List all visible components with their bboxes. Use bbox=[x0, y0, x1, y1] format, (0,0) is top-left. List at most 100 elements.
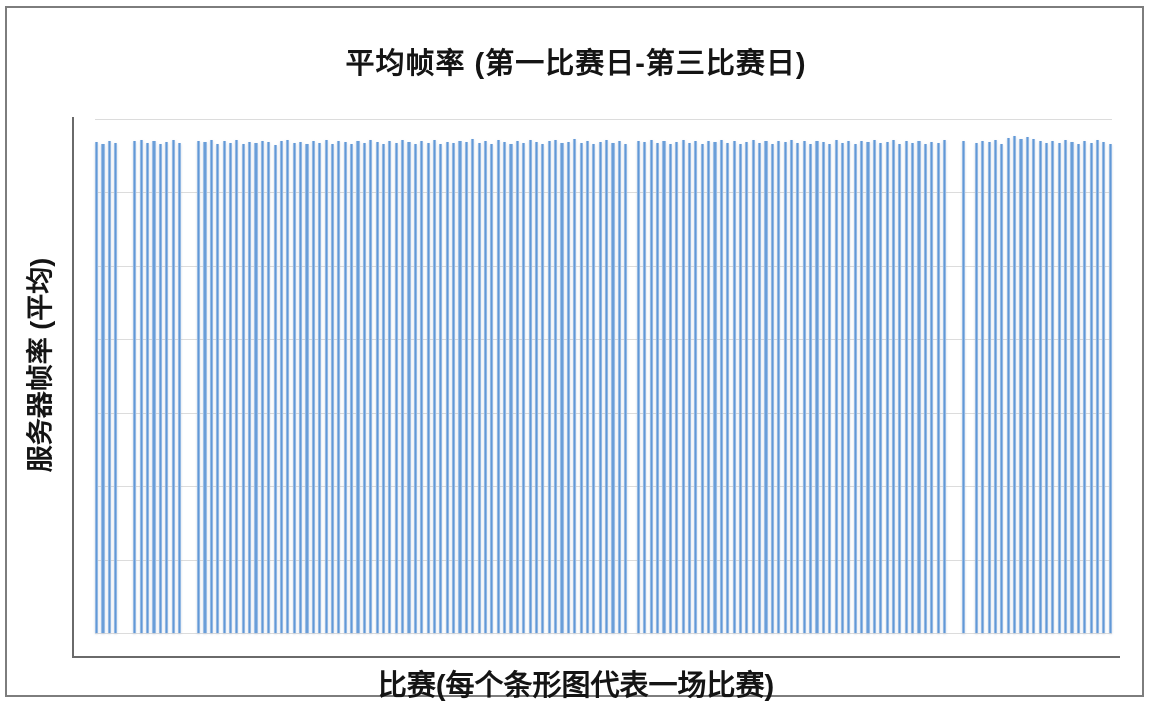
bar-slot bbox=[840, 119, 845, 633]
bar bbox=[694, 140, 698, 633]
bar bbox=[624, 143, 628, 633]
bar bbox=[107, 140, 111, 633]
bar-slot bbox=[496, 119, 500, 633]
x-axis-label: 比赛(每个条形图代表一场比赛) bbox=[377, 670, 775, 702]
bar-slot bbox=[388, 119, 392, 633]
bar-slot bbox=[732, 119, 736, 633]
bar-slot bbox=[407, 119, 411, 633]
bar-slot bbox=[528, 119, 532, 633]
bar bbox=[726, 143, 730, 633]
bar bbox=[942, 140, 947, 633]
bar bbox=[617, 141, 621, 633]
bar bbox=[171, 140, 175, 633]
gridline bbox=[95, 633, 1112, 634]
bar-slot-empty bbox=[949, 119, 952, 633]
bar bbox=[216, 143, 220, 633]
bar bbox=[464, 142, 468, 633]
bar bbox=[1000, 143, 1004, 633]
bars bbox=[95, 119, 1112, 633]
bar-slot bbox=[898, 119, 902, 633]
bar-slot bbox=[675, 119, 679, 633]
bar bbox=[687, 142, 692, 633]
bar-slot bbox=[318, 119, 322, 633]
bar-slot bbox=[394, 119, 398, 633]
bar-slot bbox=[560, 119, 564, 633]
bar bbox=[420, 140, 424, 633]
bar bbox=[522, 142, 526, 633]
bar-slot bbox=[299, 119, 303, 633]
bar-slot bbox=[834, 119, 838, 633]
bar bbox=[853, 143, 857, 633]
bar bbox=[279, 141, 284, 633]
bar bbox=[452, 143, 456, 633]
bar-slot bbox=[228, 119, 233, 633]
plot-area bbox=[95, 119, 1112, 634]
bar-slot bbox=[324, 119, 328, 633]
bar bbox=[636, 140, 641, 633]
bar bbox=[719, 139, 723, 633]
bar-slot bbox=[248, 119, 252, 633]
bar-slot bbox=[1025, 119, 1029, 633]
bar-slot bbox=[305, 119, 309, 633]
bar-slot bbox=[330, 119, 335, 633]
bar-slot bbox=[203, 119, 207, 633]
bar-slot-empty bbox=[191, 119, 194, 633]
bar-slot bbox=[847, 119, 851, 633]
bar bbox=[796, 143, 800, 633]
bar bbox=[1025, 137, 1029, 633]
bar-slot bbox=[279, 119, 284, 633]
bar bbox=[483, 141, 488, 633]
bar-slot bbox=[617, 119, 621, 633]
bar bbox=[834, 140, 838, 633]
bar-slot bbox=[853, 119, 857, 633]
bar-slot bbox=[974, 119, 978, 633]
bar-slot bbox=[139, 119, 143, 633]
bar bbox=[318, 142, 322, 633]
bar bbox=[222, 141, 226, 633]
bar-slot bbox=[809, 119, 813, 633]
gridline bbox=[95, 412, 1112, 414]
bar-slot bbox=[114, 119, 118, 633]
bar-slot bbox=[1019, 119, 1023, 633]
bar bbox=[362, 143, 366, 633]
y-axis-line bbox=[72, 117, 74, 658]
bar-slot bbox=[643, 119, 647, 633]
bar bbox=[477, 143, 481, 633]
bar bbox=[343, 142, 347, 633]
bar-slot bbox=[515, 119, 519, 633]
bar-slot bbox=[343, 119, 347, 633]
bar bbox=[248, 141, 252, 633]
bar bbox=[413, 143, 417, 633]
bar-slot bbox=[789, 119, 794, 633]
bar-slot bbox=[566, 119, 570, 633]
bar bbox=[802, 141, 806, 633]
bar-slot-empty bbox=[184, 119, 187, 633]
bar-slot bbox=[770, 119, 774, 633]
bar-slot bbox=[993, 119, 998, 633]
bar bbox=[770, 144, 774, 633]
bar bbox=[1108, 143, 1112, 633]
bar bbox=[324, 139, 328, 633]
bar bbox=[707, 141, 711, 633]
bar-slot bbox=[713, 119, 717, 633]
bar-slot bbox=[885, 119, 889, 633]
bar bbox=[152, 140, 156, 633]
bar bbox=[1032, 139, 1036, 633]
bar-slot bbox=[1013, 119, 1017, 633]
bar-slot bbox=[904, 119, 908, 633]
bar bbox=[783, 142, 787, 633]
bar bbox=[305, 144, 309, 633]
bar bbox=[930, 141, 934, 633]
bar-slot bbox=[541, 119, 545, 633]
bar bbox=[662, 141, 666, 633]
bar bbox=[840, 142, 845, 633]
bar bbox=[1076, 144, 1080, 633]
bar bbox=[732, 140, 736, 633]
bar bbox=[738, 143, 743, 633]
x-axis-line bbox=[72, 656, 1120, 658]
bar bbox=[758, 142, 762, 633]
bar-slot bbox=[758, 119, 762, 633]
bar-slot bbox=[209, 119, 213, 633]
bar-slot bbox=[171, 119, 175, 633]
bar-slot bbox=[554, 119, 558, 633]
